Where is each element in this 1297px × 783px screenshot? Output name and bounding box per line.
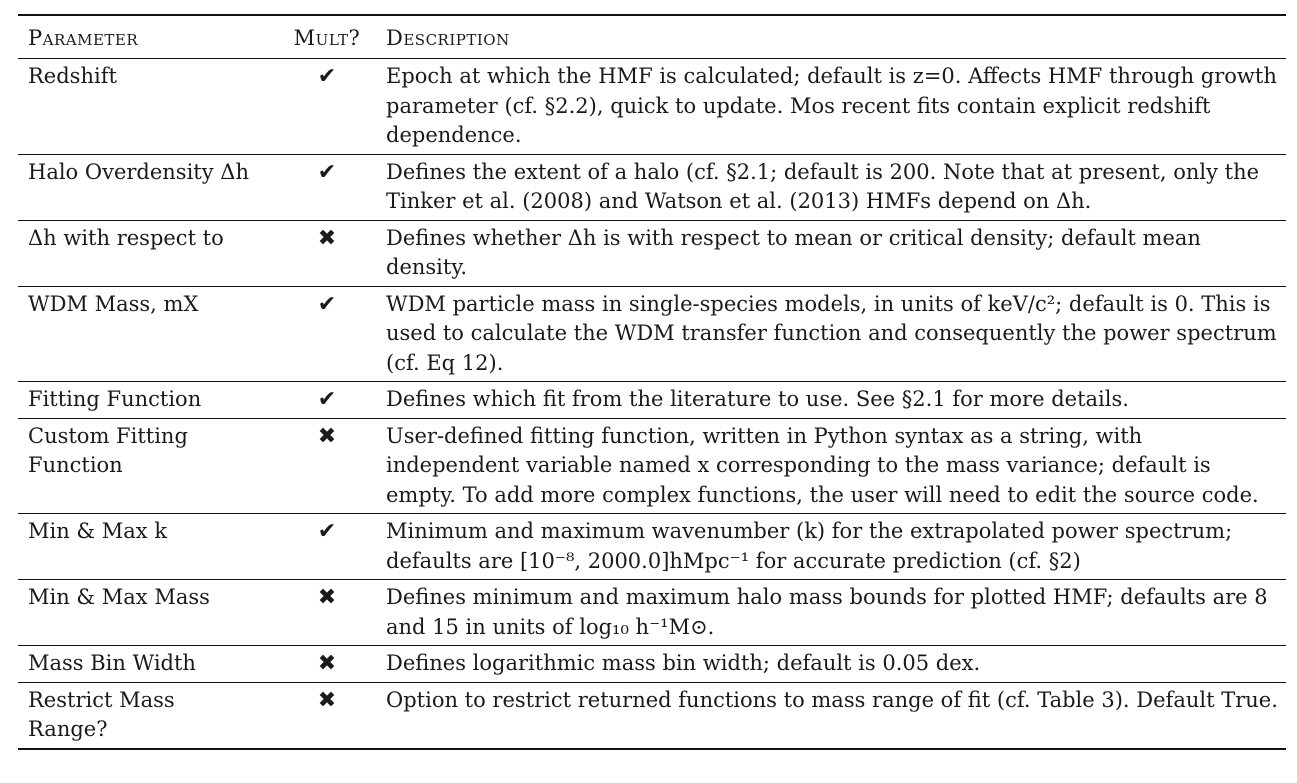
parameter-cell: Min & Max k (28, 519, 168, 543)
table-row: Min & Max Mass ✖ Defines minimum and max… (18, 580, 1286, 646)
parameter-cell: WDM Mass, mX (28, 291, 199, 316)
parameter-cell: Custom Fitting Function (28, 423, 188, 478)
table-row: Min & Max k ✔ Minimum and maximum wavenu… (18, 514, 1286, 580)
description-cell: Defines which fit from the literature to… (386, 387, 1129, 411)
description-cell: Minimum and maximum wavenumber (k) for t… (386, 519, 1233, 573)
table-row: WDM Mass, mX ✔ WDM particle mass in sing… (18, 286, 1286, 382)
description-cell: User-defined fitting function, written i… (386, 423, 1259, 507)
description-cell: Defines the extent of a halo (cf. §2.1; … (386, 159, 1260, 214)
description-cell: Defines whether Δh is with respect to me… (386, 225, 1201, 280)
description-cell: Defines minimum and maximum halo mass bo… (386, 585, 1268, 639)
mult-cell: ✔ (317, 291, 337, 317)
description-cell: Epoch at which the HMF is calculated; de… (386, 64, 1277, 147)
header-parameter: Parameter (28, 26, 139, 50)
table-row: Halo Overdensity Δh ✔ Defines the extent… (18, 154, 1286, 220)
parameter-cell: Mass Bin Width (28, 651, 196, 675)
description-cell: Defines logarithmic mass bin width; defa… (386, 651, 981, 675)
table-row: Mass Bin Width ✖ Defines logarithmic mas… (18, 646, 1286, 682)
header-description: Description (386, 26, 510, 50)
parameter-cell: Redshift (28, 64, 117, 88)
mult-cell: ✔ (317, 519, 337, 544)
mult-cell: ✖ (317, 687, 337, 713)
description-cell: WDM particle mass in single-species mode… (386, 291, 1277, 375)
mult-cell: ✔ (317, 64, 337, 89)
parameter-cell: Fitting Function (28, 387, 202, 411)
table-body: Redshift ✔ Epoch at which the HMF is cal… (18, 59, 1286, 749)
table: Parameter Mult? Description Redshift ✔ E… (18, 14, 1286, 750)
mult-cell: ✖ (317, 651, 337, 676)
table-row: Fitting Function ✔ Defines which fit fro… (18, 382, 1286, 418)
description-cell: Option to restrict returned functions to… (386, 687, 1278, 712)
parameter-cell: Min & Max Mass (28, 585, 210, 609)
header-row: Parameter Mult? Description (18, 15, 1286, 59)
parameter-cell: Δh with respect to (28, 225, 224, 250)
parameter-cell: Halo Overdensity Δh (28, 159, 249, 184)
mult-cell: ✔ (317, 387, 337, 412)
parameter-table: Parameter Mult? Description Redshift ✔ E… (18, 14, 1286, 750)
mult-cell: ✔ (317, 159, 337, 185)
table-row: Restrict Mass Range? ✖ Option to restric… (18, 682, 1286, 749)
table-header: Parameter Mult? Description (18, 15, 1286, 59)
table-row: Δh with respect to ✖ Defines whether Δh … (18, 220, 1286, 286)
table-row: Custom Fitting Function ✖ User-defined f… (18, 418, 1286, 514)
mult-cell: ✖ (317, 225, 337, 251)
header-mult: Mult? (293, 26, 361, 50)
table-row: Redshift ✔ Epoch at which the HMF is cal… (18, 59, 1286, 154)
parameter-cell: Restrict Mass Range? (28, 687, 175, 742)
mult-cell: ✖ (317, 423, 337, 449)
mult-cell: ✖ (317, 585, 337, 610)
